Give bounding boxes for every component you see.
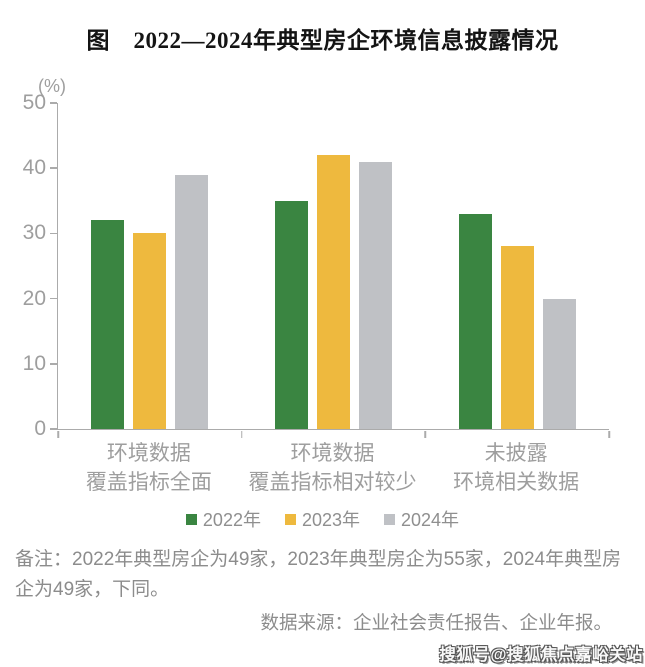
bar-2022年-group1 xyxy=(91,220,125,429)
plot-area: (%) 0 10 20 30 40 50 xyxy=(23,76,610,440)
watermark-text: 搜狐号@搜狐焦点嘉峪关站 xyxy=(439,646,643,664)
bar-2023年-group1 xyxy=(133,233,167,429)
y-tick-mark xyxy=(49,167,57,169)
legend-swatch-icon xyxy=(384,513,396,525)
bar-2024年-group3 xyxy=(542,298,576,429)
y-tick-label: 30 xyxy=(22,221,46,245)
x-category-label-line: 环境数据 xyxy=(290,442,375,465)
x-tick-mark xyxy=(240,430,243,438)
bar-2024年-group2 xyxy=(359,161,392,429)
y-tick-mark xyxy=(49,428,57,430)
legend-label: 2022年 xyxy=(202,510,261,530)
y-tick-label: 20 xyxy=(22,286,46,310)
legend-label: 2023年 xyxy=(301,510,361,530)
y-tick-mark xyxy=(49,297,57,300)
y-tick-label: 10 xyxy=(22,351,46,375)
page: { "title": "图 2022—2024年典型房企环境信息披露情况", "… xyxy=(0,26,645,667)
y-tick-mark xyxy=(49,363,57,365)
x-category-label-line: 覆盖指标相对较少 xyxy=(248,471,417,494)
bar-2024年-group1 xyxy=(175,174,209,429)
x-category-label-line: 环境相关数据 xyxy=(453,471,580,494)
bar-2023年-group2 xyxy=(317,155,350,429)
bar-2022年-group3 xyxy=(458,213,492,429)
x-category-label-line: 未披露 xyxy=(484,442,548,465)
y-axis-unit-label: (%) xyxy=(38,76,66,96)
x-category-label-1: 环境数据覆盖指标全面 xyxy=(57,439,241,497)
legend-item-2022年: 2022年 xyxy=(185,506,261,532)
bar-group-2 xyxy=(242,103,426,429)
x-category-label-line: 环境数据 xyxy=(106,442,191,465)
legend-swatch-icon xyxy=(284,513,296,525)
x-tick-mark xyxy=(57,430,59,438)
bars-container xyxy=(58,103,609,429)
x-tick-mark xyxy=(608,430,610,438)
bar-2022年-group2 xyxy=(275,200,308,429)
x-category-label-2: 环境数据覆盖指标相对较少 xyxy=(241,439,425,497)
bar-chart: (%) 0 10 20 30 40 50 环境数据 覆盖指标全面 环境数据 覆盖指标相对较少 未披… xyxy=(0,70,645,502)
y-tick-label: 0 xyxy=(34,417,46,440)
legend: 2022年 2023年 2024年 xyxy=(0,506,645,532)
note-text: 备注：2022年典型房企为49家，2023年典型房企为55家，2024年典型房企… xyxy=(15,549,622,600)
chart-title: 图 2022—2024年典型房企环境信息披露情况 xyxy=(86,28,559,53)
y-tick-label: 50 xyxy=(22,91,46,114)
legend-label: 2024年 xyxy=(401,510,460,530)
y-tick-mark xyxy=(49,232,57,235)
source-text: 数据来源：企业社会责任报告、企业年报。 xyxy=(260,612,612,633)
legend-item-2023年: 2023年 xyxy=(284,506,361,532)
y-tick-mark xyxy=(49,102,57,104)
bar-2023年-group3 xyxy=(500,246,534,429)
x-category-label-3: 未披露 环境相关数据 xyxy=(424,439,608,497)
bar-group-1 xyxy=(58,103,242,429)
x-category-label-line: 覆盖指标全面 xyxy=(85,471,212,494)
legend-swatch-icon xyxy=(185,513,197,525)
x-tick-mark xyxy=(424,430,427,438)
x-axis-labels: 环境数据 覆盖指标全面 环境数据 覆盖指标相对较少 未披露 环境相关数据 xyxy=(57,439,608,497)
bar-group-3 xyxy=(425,103,609,429)
legend-item-2024年: 2024年 xyxy=(384,506,459,532)
y-tick-label: 40 xyxy=(22,156,46,180)
